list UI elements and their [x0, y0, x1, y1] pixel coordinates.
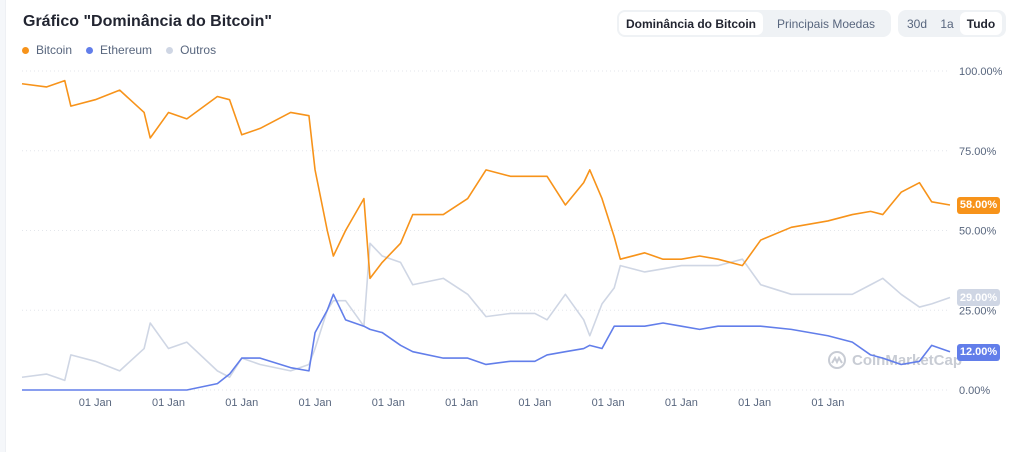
x-tick-label: 01 Jan	[372, 397, 405, 409]
series-line-ethereum	[22, 293, 951, 391]
range-30d[interactable]: 30d	[906, 16, 928, 31]
x-tick-label: 01 Jan	[225, 397, 258, 409]
bitcoin-dot-icon	[22, 46, 29, 54]
current-value-badge-bitcoin: 58.00%	[957, 196, 1000, 214]
x-tick-label: 01 Jan	[445, 397, 478, 409]
coinmarketcap-watermark: CoinMarketCap	[827, 350, 962, 370]
outros-dot-icon	[166, 46, 174, 54]
page-edge	[0, 0, 6, 452]
tab-principais-moedas[interactable]: Principais Moedas	[776, 16, 876, 31]
legend-label: Bitcoin	[36, 43, 73, 57]
legend-label: Outros	[180, 43, 217, 57]
y-tick-label: 75.00%	[959, 146, 997, 158]
range-1a[interactable]: 1a	[940, 16, 954, 31]
current-value-badge-ethereum: 12.00%	[957, 343, 1000, 361]
y-tick-label: 50.00%	[959, 226, 997, 238]
x-tick-label: 01 Jan	[79, 397, 112, 409]
watermark-text: CoinMarketCap	[852, 351, 963, 369]
chart-type-tabs: Dominância do Bitcoin Principais Moedas	[617, 10, 891, 37]
x-tick-label: 01 Jan	[738, 397, 771, 409]
x-tick-label: 01 Jan	[152, 397, 185, 409]
page-title: Gráfico "Dominância do Bitcoin"	[23, 13, 272, 30]
y-tick-label: 100.00%	[959, 66, 1003, 78]
current-value-badge-outros: 29.00%	[957, 289, 1000, 307]
x-tick-label: 01 Jan	[665, 397, 698, 409]
range-tudo[interactable]: Tudo	[960, 12, 1002, 35]
x-tick-label: 01 Jan	[518, 397, 551, 409]
x-tick-label: 01 Jan	[811, 397, 844, 409]
ethereum-dot-icon	[86, 46, 94, 54]
tab-dominancia[interactable]: Dominância do Bitcoin	[619, 12, 763, 35]
x-tick-label: 01 Jan	[299, 397, 332, 409]
y-tick-label: 0.00%	[959, 385, 990, 397]
legend-item-outros[interactable]: Outros	[166, 43, 216, 57]
coinmarketcap-logo-icon	[828, 351, 846, 369]
y-tick-label: 25.00%	[959, 305, 997, 317]
legend-item-bitcoin[interactable]: Bitcoin	[22, 43, 72, 57]
legend-label: Ethereum	[100, 43, 153, 57]
series-line-outros	[21, 242, 951, 382]
range-tabs: 30d 1a Tudo	[898, 10, 1006, 37]
chart-legend: Bitcoin Ethereum Outros	[22, 43, 216, 57]
series-line-bitcoin	[21, 79, 951, 280]
legend-item-ethereum[interactable]: Ethereum	[86, 43, 152, 57]
x-tick-label: 01 Jan	[592, 397, 625, 409]
